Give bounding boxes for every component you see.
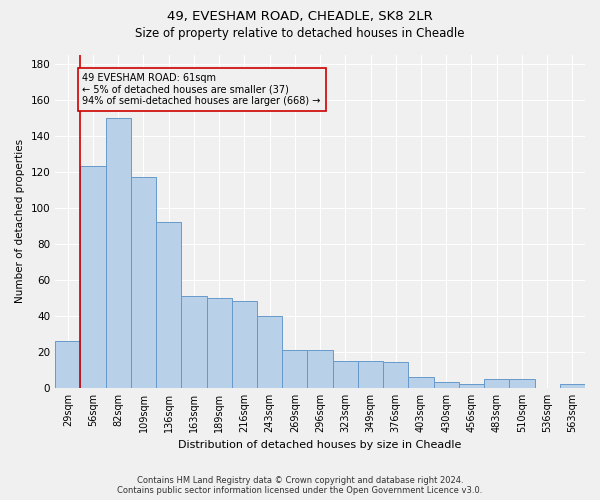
Bar — [409, 377, 434, 388]
Bar — [232, 302, 257, 388]
Text: 49 EVESHAM ROAD: 61sqm
← 5% of detached houses are smaller (37)
94% of semi-deta: 49 EVESHAM ROAD: 61sqm ← 5% of detached … — [82, 73, 321, 106]
Bar — [181, 296, 206, 388]
Bar — [257, 316, 282, 388]
Bar — [206, 298, 232, 388]
Bar — [509, 378, 535, 388]
Bar — [55, 341, 80, 388]
Bar — [459, 384, 484, 388]
Text: 49, EVESHAM ROAD, CHEADLE, SK8 2LR: 49, EVESHAM ROAD, CHEADLE, SK8 2LR — [167, 10, 433, 23]
Text: Size of property relative to detached houses in Cheadle: Size of property relative to detached ho… — [135, 28, 465, 40]
Bar — [358, 360, 383, 388]
Bar — [383, 362, 409, 388]
Text: Contains HM Land Registry data © Crown copyright and database right 2024.
Contai: Contains HM Land Registry data © Crown c… — [118, 476, 482, 495]
Bar — [434, 382, 459, 388]
Bar — [156, 222, 181, 388]
X-axis label: Distribution of detached houses by size in Cheadle: Distribution of detached houses by size … — [178, 440, 462, 450]
Bar — [560, 384, 585, 388]
Bar — [307, 350, 332, 388]
Bar — [106, 118, 131, 388]
Bar — [282, 350, 307, 388]
Bar — [332, 360, 358, 388]
Bar — [484, 378, 509, 388]
Y-axis label: Number of detached properties: Number of detached properties — [15, 139, 25, 304]
Bar — [80, 166, 106, 388]
Bar — [131, 177, 156, 388]
